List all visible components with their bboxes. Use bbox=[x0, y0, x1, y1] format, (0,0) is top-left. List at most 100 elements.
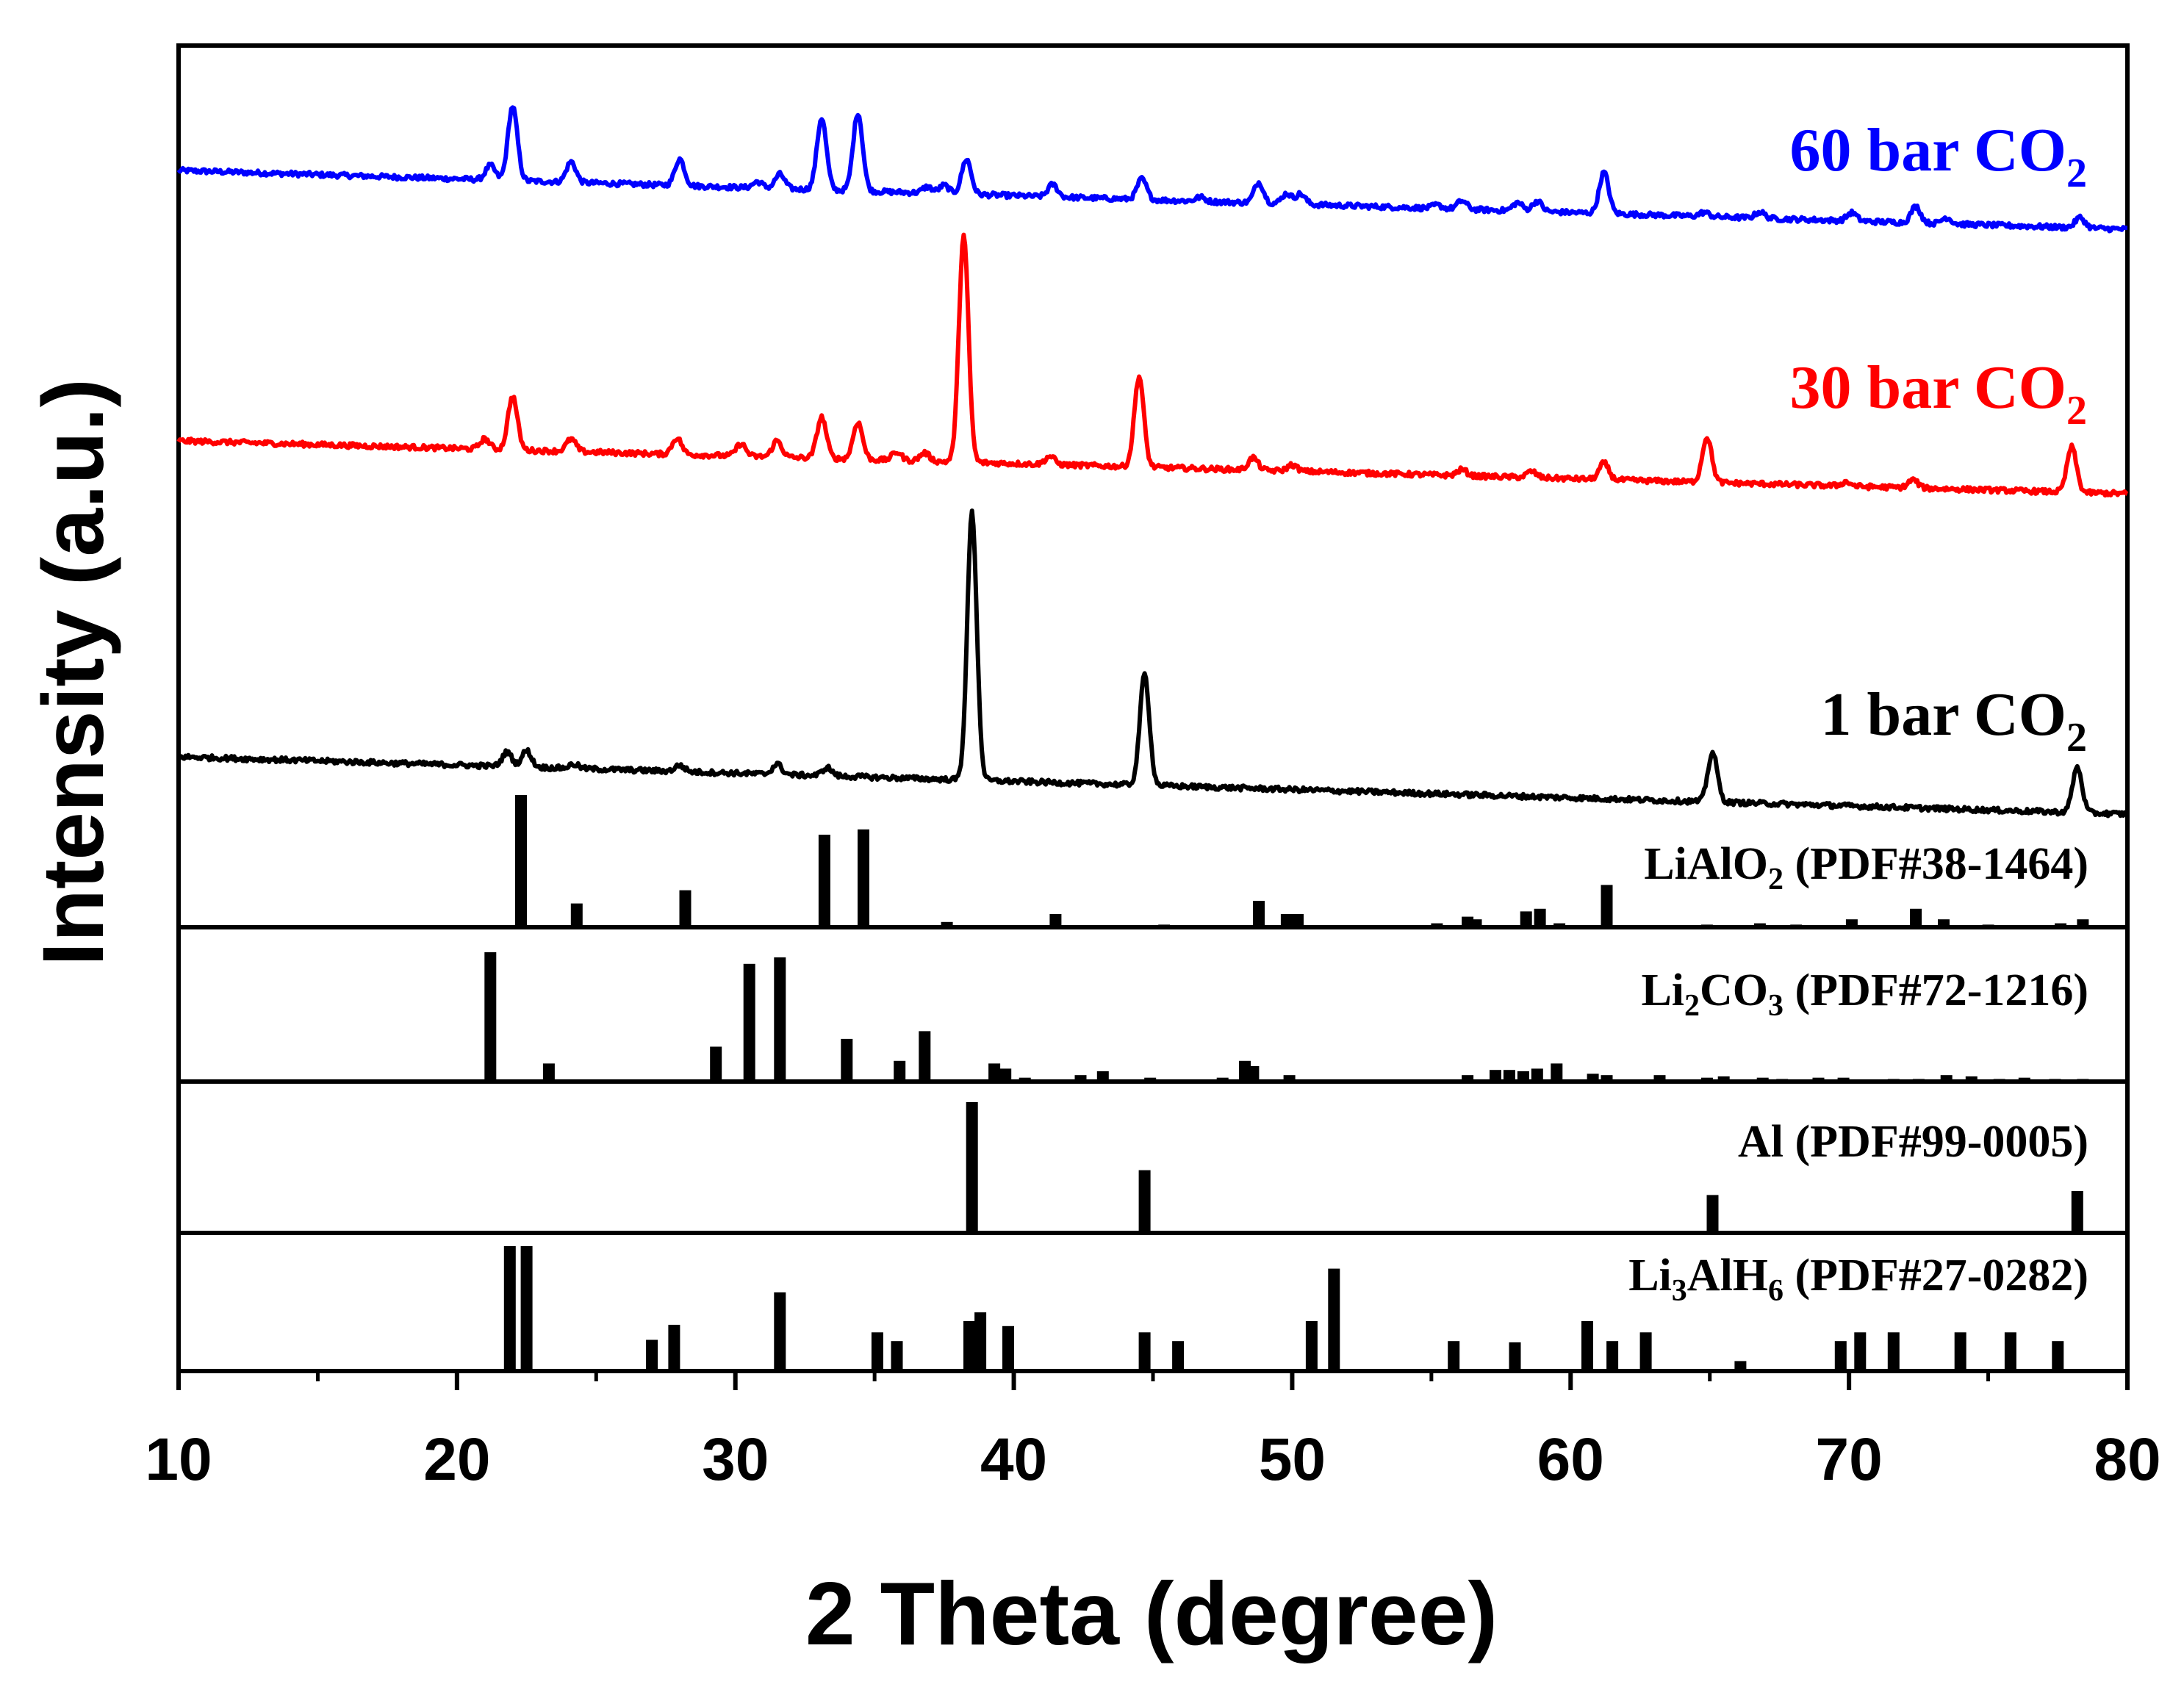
reference-peak bbox=[1940, 1075, 1953, 1082]
reference-peak bbox=[1158, 924, 1171, 927]
reference-peak bbox=[1470, 919, 1482, 927]
reference-peak bbox=[2077, 919, 2089, 927]
reference-peak bbox=[542, 1063, 555, 1082]
reference-peak bbox=[1910, 908, 1922, 927]
x-tick-label: 60 bbox=[1537, 1426, 1604, 1493]
reference-label-rest: (PDF#72-1216) bbox=[1784, 965, 2088, 1015]
reference-peak bbox=[858, 829, 869, 927]
reference-label-main: LiAlO bbox=[1644, 839, 1768, 889]
y-axis-label: Intensity (a.u.) bbox=[25, 378, 122, 966]
reference-label-main: Li bbox=[1628, 1251, 1672, 1301]
reference-peak bbox=[1938, 919, 1950, 927]
series-label-subscript: 2 bbox=[2066, 715, 2087, 760]
reference-peak bbox=[1534, 908, 1546, 927]
reference-peak bbox=[1581, 1321, 1593, 1371]
reference-1 bbox=[515, 795, 2089, 927]
reference-peak bbox=[1292, 914, 1304, 927]
reference-peak bbox=[1138, 1332, 1151, 1371]
x-axis: 10 20 30 40 50 60 70 80 bbox=[145, 1371, 2161, 1493]
x-tick-label: 10 bbox=[145, 1426, 212, 1493]
reference-peak bbox=[1700, 924, 1713, 927]
x-tick-label: 50 bbox=[1259, 1426, 1326, 1493]
reference-peak bbox=[1834, 1341, 1847, 1371]
reference-peak bbox=[1706, 1195, 1719, 1233]
reference-peak bbox=[1887, 1079, 1900, 1082]
reference-peak bbox=[1753, 923, 1766, 927]
reference-peak bbox=[484, 952, 497, 1082]
series-line-2 bbox=[176, 232, 2129, 498]
reference-peak bbox=[1551, 1063, 1563, 1082]
reference-peak bbox=[1790, 924, 1803, 927]
reference-peak bbox=[1756, 1077, 1769, 1082]
reference-2 bbox=[484, 952, 2089, 1082]
reference-peak bbox=[2055, 923, 2067, 927]
reference-peak bbox=[2052, 1341, 2064, 1371]
reference-peak bbox=[894, 1060, 906, 1082]
reference-peak bbox=[871, 1332, 883, 1371]
reference-peak bbox=[1216, 1077, 1229, 1082]
reference-peak bbox=[1074, 1075, 1087, 1082]
reference-peak bbox=[2049, 1079, 2061, 1082]
reference-label-rest: (PDF#27-0282) bbox=[1784, 1251, 2088, 1301]
reference-peak bbox=[1845, 919, 1858, 927]
reference-peak bbox=[1431, 923, 1443, 927]
reference-peak bbox=[1606, 1341, 1619, 1371]
reference-peak bbox=[1096, 1071, 1109, 1082]
reference-peak bbox=[1019, 1077, 1031, 1082]
reference-peak bbox=[1717, 1076, 1730, 1082]
x-tick-label: 30 bbox=[702, 1426, 769, 1493]
reference-peak bbox=[774, 1292, 786, 1371]
reference-peak bbox=[1993, 1079, 2005, 1082]
reference-peak bbox=[668, 1325, 680, 1371]
reference-peak bbox=[1531, 1068, 1543, 1082]
reference-peak bbox=[1049, 914, 1062, 927]
reference-label-2: Li2CO3 (PDF#72-1216) bbox=[1641, 965, 2088, 1023]
reference-label-main: Al (PDF#99-0005) bbox=[1738, 1117, 2088, 1167]
reference-label-1: LiAlO2 (PDF#38-1464) bbox=[1644, 839, 2088, 896]
reference-peak bbox=[2071, 1191, 2083, 1233]
reference-peak bbox=[1002, 1326, 1014, 1371]
reference-peak bbox=[710, 1046, 722, 1082]
reference-peak bbox=[1462, 1075, 1474, 1082]
reference-peak bbox=[774, 957, 786, 1082]
x-tick-label: 70 bbox=[1816, 1426, 1883, 1493]
reference-peak bbox=[1639, 1332, 1652, 1371]
reference-peak bbox=[1490, 1070, 1501, 1082]
reference-3 bbox=[966, 1102, 2083, 1233]
reference-peak bbox=[1188, 926, 1201, 927]
reference-peak bbox=[988, 1063, 1001, 1082]
reference-label-subscript: 2 bbox=[1768, 863, 1784, 896]
series-line-1 bbox=[176, 105, 2129, 234]
reference-peak bbox=[963, 1321, 975, 1371]
reference-peak bbox=[1965, 1076, 1978, 1082]
reference-peak bbox=[1503, 1070, 1515, 1082]
reference-peak bbox=[1700, 1077, 1713, 1082]
reference-peak bbox=[1553, 923, 1566, 927]
series-label-text: 1 bar CO bbox=[1821, 680, 2066, 749]
reference-label-4: Li3AlH6 (PDF#27-0282) bbox=[1628, 1251, 2088, 1308]
reference-peak bbox=[679, 890, 692, 927]
series-line-3 bbox=[177, 508, 2130, 819]
reference-label-rest: CO bbox=[1700, 965, 1768, 1015]
reference-peak bbox=[941, 921, 953, 927]
reference-peak bbox=[966, 1102, 978, 1233]
reference-peak bbox=[1328, 1268, 1340, 1371]
reference-peak bbox=[1954, 1332, 1966, 1371]
reference-peak bbox=[1982, 924, 1994, 927]
series-label-1: 60 bar CO2 bbox=[1790, 116, 2087, 196]
reference-peak bbox=[503, 1246, 516, 1371]
reference-peak bbox=[743, 963, 755, 1082]
reference-peak bbox=[1734, 1361, 1747, 1371]
reference-peak bbox=[1144, 1077, 1157, 1082]
reference-peak bbox=[515, 795, 527, 927]
reference-label-main: Li bbox=[1641, 965, 1684, 1015]
reference-peak bbox=[891, 1341, 903, 1371]
reference-peak bbox=[1887, 1332, 1900, 1371]
reference-peak bbox=[1253, 901, 1265, 927]
reference-label-subscript: 3 bbox=[1768, 989, 1784, 1023]
reference-peak bbox=[1283, 1075, 1296, 1082]
reference-label-subscript: 6 bbox=[1768, 1274, 1784, 1308]
reference-peak bbox=[2018, 1077, 2030, 1082]
